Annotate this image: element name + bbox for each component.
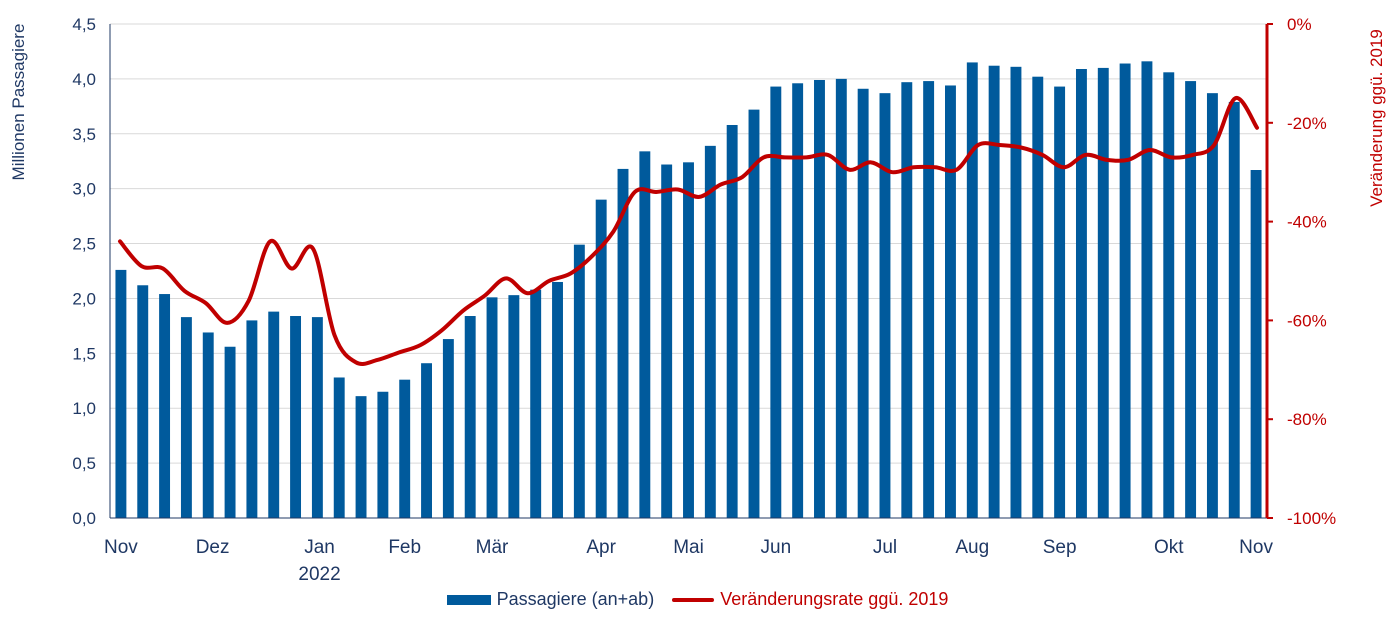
legend-label-bars: Passagiere (an+ab) <box>496 589 655 609</box>
bar <box>835 78 847 518</box>
x-tick-label: Aug <box>955 537 989 558</box>
bar <box>224 346 236 518</box>
x-tick-label: Jan <box>304 537 335 558</box>
y-tick-label: 0,0 <box>72 509 96 528</box>
bar <box>159 294 171 518</box>
chart-canvas: 0,0 0,5 1,0 1,5 2,0 2,5 3,0 3,5 4,0 4,5 -100% -80%… <box>9 15 1386 585</box>
bar <box>857 88 869 518</box>
y2-tick-label: -100% <box>1287 509 1336 528</box>
bar <box>333 377 345 518</box>
bar <box>1163 72 1175 519</box>
x-tick-label: Okt <box>1154 537 1184 558</box>
y2-tick-label: -60% <box>1287 311 1327 330</box>
bar <box>1228 101 1240 518</box>
legend-label-line: Veränderungsrate ggü. 2019 <box>720 589 949 609</box>
bar <box>246 320 258 518</box>
y2-tick-label: -80% <box>1287 410 1327 429</box>
bar <box>290 316 302 518</box>
legend: Passagiere (an+ab) Veränderungsrate ggü.… <box>0 589 1395 610</box>
y-tick-label: 3,0 <box>72 180 96 199</box>
bar <box>1206 93 1218 518</box>
bar <box>180 317 192 518</box>
bar <box>1075 69 1087 519</box>
x-tick-label: Jul <box>873 537 897 558</box>
bar <box>552 281 563 518</box>
bar <box>1097 67 1109 519</box>
bar <box>988 65 1000 519</box>
bar <box>901 82 913 518</box>
bar <box>1010 66 1022 519</box>
bar <box>923 81 935 518</box>
left-axis-ticks: 0,0 0,5 1,0 1,5 2,0 2,5 3,0 3,5 4,0 4,5 <box>72 15 96 528</box>
x-tick-label: Jun <box>761 537 792 558</box>
y-tick-label: 1,0 <box>72 399 96 418</box>
bar <box>1185 81 1197 518</box>
bar <box>595 199 607 518</box>
bar <box>639 151 651 518</box>
left-axis-title: Millionen Passagiere <box>9 24 28 181</box>
bar <box>617 168 629 518</box>
x-tick-label: Mär <box>476 537 509 558</box>
x-tick-label: Feb <box>388 537 421 558</box>
bar <box>1141 61 1153 519</box>
bar <box>661 164 673 518</box>
x-axis-ticks: Nov Dez Jan 2022 Feb Mär Apr Mai Jun Jul Aug Sep Okt… <box>104 537 1273 585</box>
y-tick-label: 4,5 <box>72 15 96 34</box>
bar <box>879 93 891 518</box>
bar <box>530 289 542 518</box>
bar-series <box>115 61 1262 519</box>
bar <box>508 295 520 518</box>
y-tick-label: 0,5 <box>72 454 96 473</box>
bar <box>137 285 149 518</box>
bar <box>421 363 432 518</box>
line-series <box>118 96 1259 366</box>
bar <box>704 145 716 518</box>
y-tick-label: 3,5 <box>72 125 96 144</box>
bar <box>1119 63 1131 519</box>
y2-tick-label: -40% <box>1287 213 1327 232</box>
bar <box>202 332 214 518</box>
bar <box>726 124 738 519</box>
bar <box>573 244 585 519</box>
bar <box>945 85 956 518</box>
x-tick-label: Mai <box>673 537 704 558</box>
bar <box>792 83 804 518</box>
bar <box>464 316 476 518</box>
bar <box>683 162 694 518</box>
bar <box>268 311 280 518</box>
x-tick-label: Nov <box>1239 537 1273 558</box>
bar <box>814 79 825 518</box>
legend-line-swatch <box>672 597 715 602</box>
y2-tick-label: 0% <box>1287 15 1312 34</box>
bar <box>442 339 454 518</box>
right-axis-title: Veränderung ggü. 2019 <box>1367 29 1386 207</box>
legend-item-bars: Passagiere (an+ab) <box>446 589 655 610</box>
y-tick-label: 1,5 <box>72 344 96 363</box>
y-tick-label: 2,5 <box>72 235 96 254</box>
x-tick-label: Sep <box>1043 537 1077 558</box>
y2-tick-label: -20% <box>1287 114 1327 133</box>
bar <box>311 317 323 518</box>
legend-item-line: Veränderungsrate ggü. 2019 <box>672 589 948 610</box>
bar <box>355 396 367 518</box>
x-tick-label: Dez <box>196 537 230 558</box>
bar <box>748 109 760 519</box>
bar <box>1054 86 1066 518</box>
axes <box>109 24 1269 519</box>
bar <box>1032 76 1044 519</box>
bar <box>966 62 978 519</box>
legend-bar-swatch <box>446 594 491 605</box>
x-tick-label: Apr <box>586 537 616 558</box>
y-tick-label: 2,0 <box>72 289 96 308</box>
right-axis-ticks: -100% -80% -60% -40% -20% 0% <box>1267 15 1336 528</box>
bar <box>399 379 411 518</box>
bar <box>377 391 389 518</box>
y-tick-label: 4,0 <box>72 70 96 89</box>
bar <box>770 86 782 518</box>
bar <box>1250 170 1262 518</box>
bar <box>115 269 127 518</box>
x-tick-label: 2022 <box>298 564 340 585</box>
x-tick-label: Nov <box>104 537 138 558</box>
bar <box>486 297 498 518</box>
